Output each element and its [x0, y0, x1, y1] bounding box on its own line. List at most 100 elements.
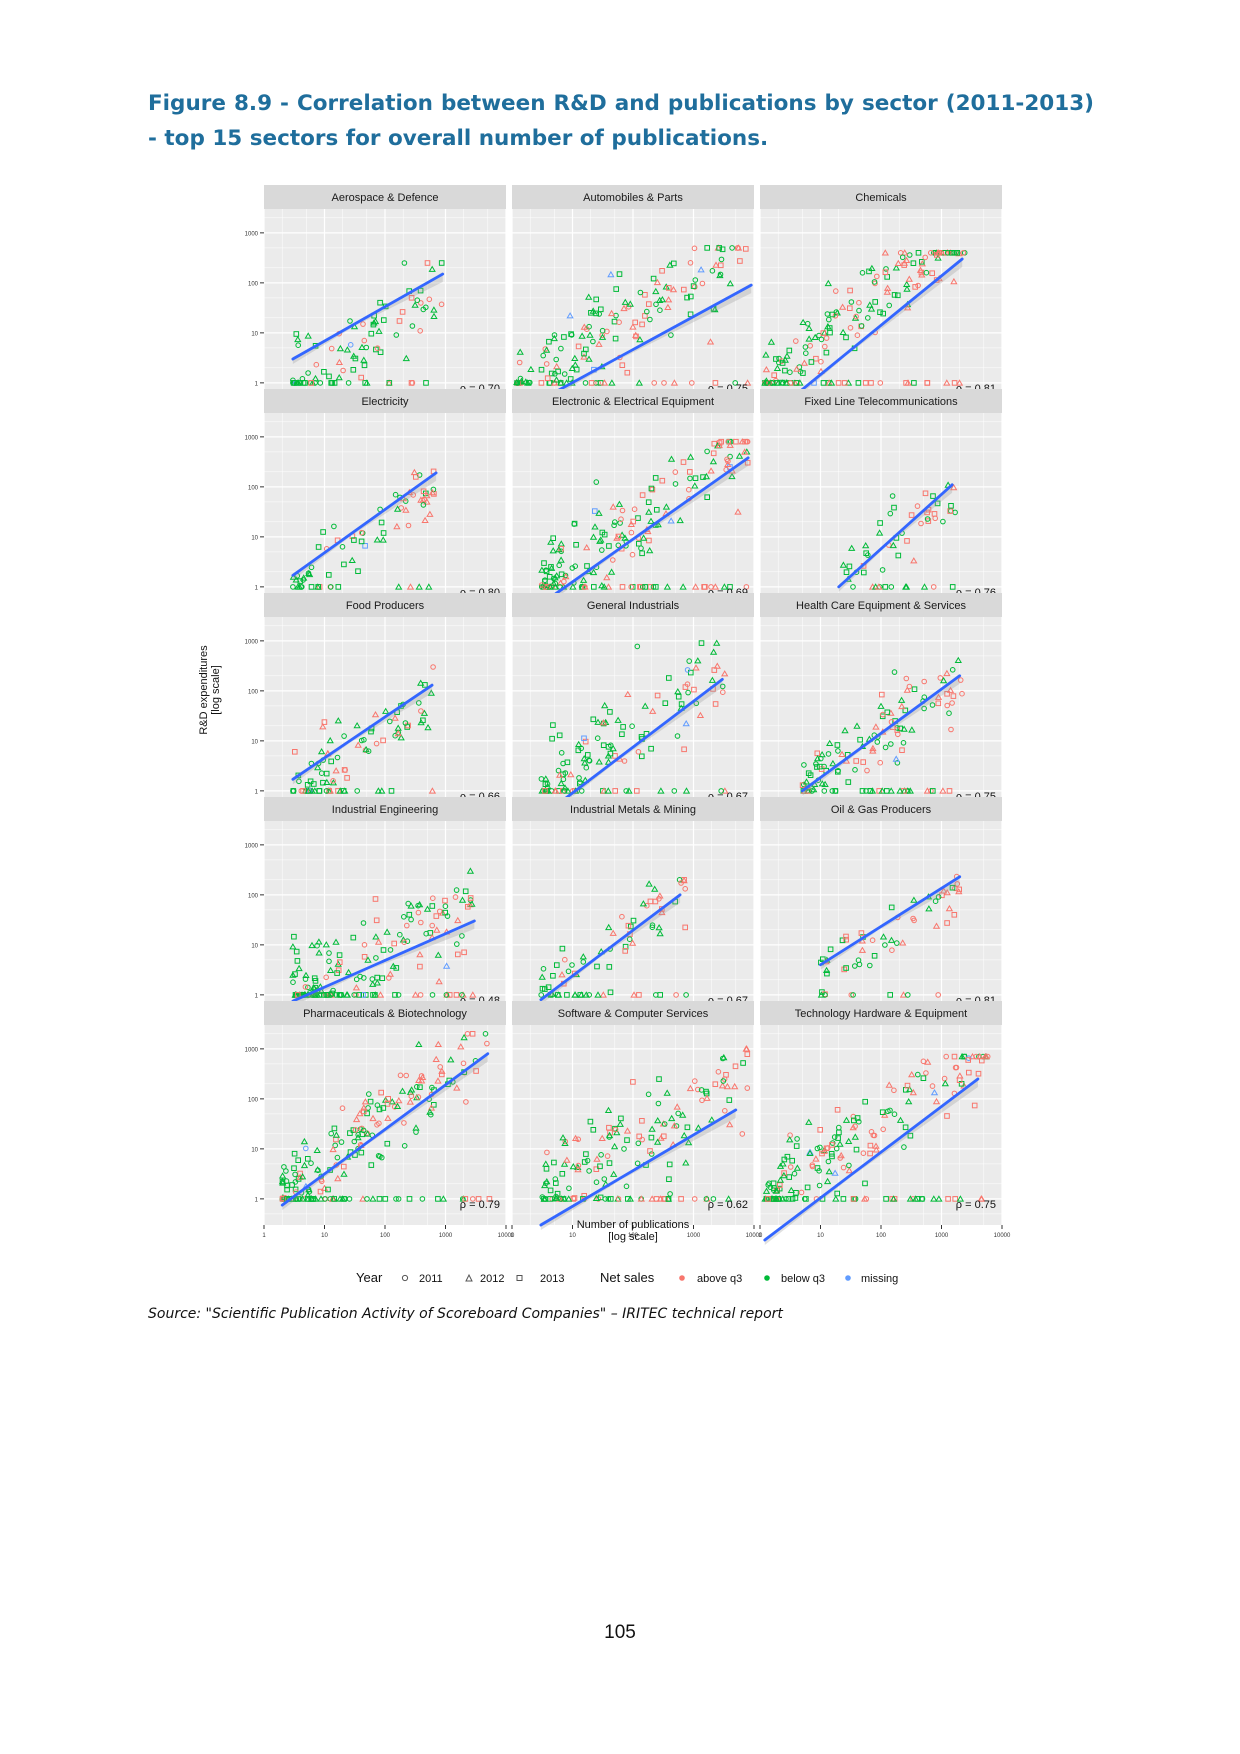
point-2013	[406, 911, 413, 918]
point-2013	[944, 920, 950, 926]
point-2013	[820, 380, 827, 386]
point-2012	[340, 1170, 348, 1177]
point-2012	[707, 467, 715, 474]
point-2013	[435, 1196, 441, 1202]
point-2013	[789, 1157, 796, 1164]
point-2011	[611, 522, 617, 529]
point-2011	[561, 371, 568, 377]
point-2013	[585, 752, 591, 758]
point-2011	[409, 323, 416, 329]
point-2013	[688, 293, 694, 300]
point-2011	[470, 1196, 476, 1202]
panel: Food Producersρ = 0.661101001000	[245, 593, 507, 817]
point-2011	[949, 700, 955, 706]
point-2011	[635, 1140, 642, 1147]
fit-line	[819, 875, 962, 967]
point-2012	[869, 744, 877, 752]
point-2011	[897, 250, 904, 256]
point-2012	[322, 941, 330, 948]
point-2012	[773, 364, 782, 371]
point-2013	[588, 310, 594, 316]
point-2011	[553, 356, 560, 363]
point-2011	[558, 750, 565, 756]
point-2011	[821, 788, 828, 794]
point-2012	[613, 1128, 621, 1136]
point-2013	[542, 788, 548, 794]
point-2013	[399, 309, 406, 315]
y-tick-label: 1	[255, 993, 259, 999]
point-2013	[334, 970, 340, 976]
point-2011	[915, 282, 921, 289]
point-2013	[625, 1196, 631, 1202]
point-2012	[829, 759, 837, 767]
point-2012	[334, 960, 342, 967]
point-2011	[932, 515, 939, 522]
point-2011	[859, 270, 866, 276]
point-2013	[877, 309, 883, 315]
point-2012	[363, 379, 371, 386]
point-2011	[575, 1136, 582, 1143]
point-2013	[554, 962, 560, 968]
point-2013	[944, 691, 950, 697]
point-2013	[902, 707, 909, 714]
point-2013	[851, 1117, 857, 1124]
point-2013	[486, 1196, 493, 1202]
point-2011	[715, 1069, 722, 1075]
point-2013	[326, 373, 332, 380]
point-2012	[300, 574, 308, 581]
point-2013	[835, 380, 842, 386]
panel: General Industrialsρ = 0.67	[511, 593, 755, 822]
point-2013	[546, 574, 553, 580]
point-2011	[290, 584, 296, 590]
point-2013	[843, 936, 850, 943]
point-2013	[335, 584, 342, 590]
point-2011	[414, 1084, 420, 1090]
point-2013	[541, 1196, 547, 1202]
point-2012	[712, 261, 720, 268]
point-2013	[616, 271, 623, 277]
point-2011	[305, 370, 311, 376]
legend: Year 2011 2012 2013 Net sales above q3 b…	[356, 1270, 898, 1285]
point-2012	[703, 1094, 711, 1101]
point-2011	[626, 936, 633, 943]
point-2013	[420, 488, 427, 495]
point-2013	[351, 537, 357, 543]
point-2012	[887, 936, 896, 943]
point-2011	[794, 1136, 800, 1142]
point-2011	[818, 358, 824, 365]
y-tick-label: 1000	[245, 231, 259, 237]
point-2013	[919, 259, 925, 265]
point-2011	[326, 958, 332, 965]
point-2012	[332, 938, 340, 945]
point-2013	[904, 538, 910, 544]
point-2013	[607, 1129, 613, 1136]
point-2012	[655, 924, 663, 931]
point-2011	[924, 516, 931, 522]
point-2013	[376, 1196, 383, 1202]
point-2013	[687, 311, 694, 318]
point-2012	[402, 506, 410, 513]
point-2013	[293, 331, 300, 337]
point-2012	[906, 1195, 915, 1202]
point-2013	[912, 284, 919, 290]
point-2012	[550, 334, 558, 342]
point-2011	[691, 245, 698, 252]
point-2013	[727, 584, 733, 590]
panel-strip	[760, 1001, 1002, 1025]
point-2013	[550, 535, 557, 542]
point-2011	[401, 914, 407, 920]
point-2011	[816, 1168, 822, 1174]
point-2013	[323, 992, 330, 998]
point-2011	[283, 1178, 290, 1184]
point-2013	[293, 948, 300, 955]
point-2013	[975, 1070, 982, 1077]
point-2011	[699, 280, 706, 287]
point-2012	[336, 1195, 344, 1202]
point-2013	[570, 1196, 577, 1202]
point-2013	[773, 356, 779, 362]
point-2011	[332, 1142, 339, 1149]
point-2012	[600, 583, 608, 590]
point-2012	[460, 1033, 468, 1041]
point-2011	[543, 567, 549, 574]
point-2011	[763, 380, 770, 386]
